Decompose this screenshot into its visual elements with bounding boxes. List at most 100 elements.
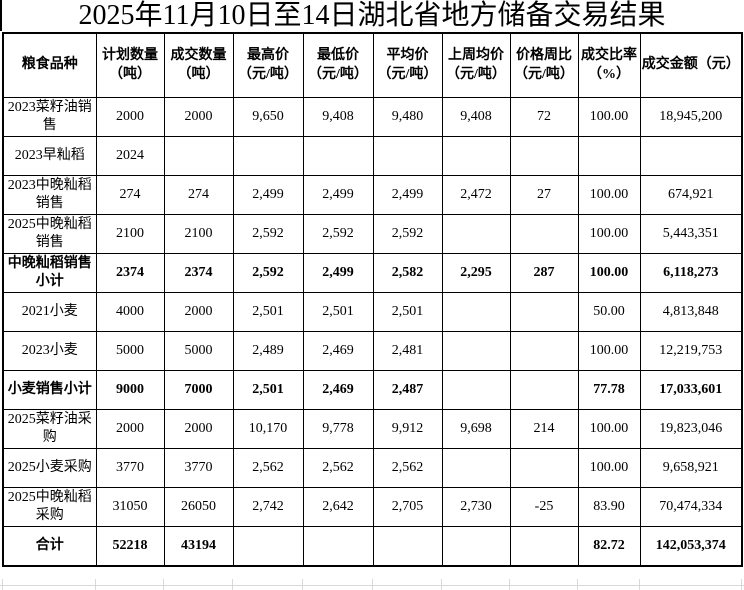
cell: 9,912 [372, 409, 443, 449]
cell: 12,219,753 [639, 331, 743, 371]
cell: 18,945,200 [639, 97, 743, 137]
cell: 2,592 [232, 214, 304, 254]
cell: 9,778 [302, 409, 374, 449]
header-row: 粮食品种 计划数量（吨） 成交数量（吨） 最高价（元/吨） 最低价（元/吨） 平… [2, 32, 743, 98]
cell [372, 526, 443, 566]
column-header-planned-qty: 计划数量（吨） [95, 32, 165, 98]
cell [639, 136, 743, 176]
trade-results-table: 粮食品种 计划数量（吨） 成交数量（吨） 最高价（元/吨） 最低价（元/吨） 平… [2, 32, 743, 567]
cell: 6,118,273 [639, 253, 743, 293]
cell: 2,499 [232, 175, 304, 215]
row-label: 2025菜籽油采购 [2, 409, 97, 449]
cell: 2,730 [441, 487, 511, 527]
column-header-lowest-price: 最低价（元/吨） [302, 32, 374, 98]
faint-gridline-vertical [441, 579, 442, 590]
row-label: 2023中晚籼稻销售 [2, 175, 97, 215]
spreadsheet-gridline-strip [0, 579, 744, 590]
cell: 2,501 [232, 370, 304, 410]
table-row: 2021小麦 4000 2000 2,501 2,501 2,501 50.00… [2, 292, 743, 332]
cell: 2,501 [372, 292, 443, 332]
cell: 4,813,848 [639, 292, 743, 332]
row-label: 2021小麦 [2, 292, 97, 332]
cell: 9,658,921 [639, 448, 743, 488]
cell: 2,562 [372, 448, 443, 488]
cell: 17,033,601 [639, 370, 743, 410]
row-label: 2025中晚籼稻采购 [2, 487, 97, 527]
cell: 2000 [95, 97, 165, 137]
cell: 10,170 [232, 409, 304, 449]
cell: 100.00 [577, 331, 641, 371]
cell [441, 526, 511, 566]
cell [441, 331, 511, 371]
cell: 2,501 [232, 292, 304, 332]
cell: 43194 [163, 526, 234, 566]
cell: 9,698 [441, 409, 511, 449]
table-row: 2025小麦采购 3770 3770 2,562 2,562 2,562 100… [2, 448, 743, 488]
cell: 27 [509, 175, 579, 215]
cell: 287 [509, 253, 579, 293]
cell: 2,592 [302, 214, 374, 254]
cell: 7000 [163, 370, 234, 410]
column-header-traded-qty: 成交数量（吨） [163, 32, 234, 98]
cell: 83.90 [577, 487, 641, 527]
row-label: 2025中晚籼稻销售 [2, 214, 97, 254]
table-row: 2023菜籽油销售 2000 2000 9,650 9,408 9,480 9,… [2, 97, 743, 137]
cell: 2,705 [372, 487, 443, 527]
cell: 77.78 [577, 370, 641, 410]
cell: 9000 [95, 370, 165, 410]
cell: 2024 [95, 136, 165, 176]
faint-gridline-vertical [741, 579, 742, 590]
cell: 2000 [95, 409, 165, 449]
cell [577, 136, 641, 176]
cell [163, 136, 234, 176]
cell: 214 [509, 409, 579, 449]
page-title: 2025年11月10日至14日湖北省地方储备交易结果 [78, 0, 666, 31]
column-header-grain-variety: 粮食品种 [2, 32, 97, 98]
column-header-price-wow-change: 价格周比（元/吨） [509, 32, 579, 98]
cell: 2100 [163, 214, 234, 254]
cell: 2374 [163, 253, 234, 293]
table-row: 2025中晚籼稻采购 31050 26050 2,742 2,642 2,705… [2, 487, 743, 527]
cell: 274 [95, 175, 165, 215]
cell: 5000 [95, 331, 165, 371]
cell: 2,487 [372, 370, 443, 410]
cell: 100.00 [577, 448, 641, 488]
cell: 5,443,351 [639, 214, 743, 254]
cell: 2100 [95, 214, 165, 254]
cell: -25 [509, 487, 579, 527]
cell: 26050 [163, 487, 234, 527]
cell: 2000 [163, 97, 234, 137]
cell: 2,501 [302, 292, 374, 332]
title-cell-left-border [0, 0, 2, 31]
faint-gridline-vertical [95, 579, 96, 590]
cell [232, 136, 304, 176]
row-label: 2023菜籽油销售 [2, 97, 97, 137]
cell [441, 292, 511, 332]
table-row: 2025中晚籼稻销售 2100 2100 2,592 2,592 2,592 1… [2, 214, 743, 254]
cell: 52218 [95, 526, 165, 566]
cell: 5000 [163, 331, 234, 371]
cell: 100.00 [577, 175, 641, 215]
cell [509, 292, 579, 332]
cell: 2,499 [372, 175, 443, 215]
column-header-lastweek-avg-price: 上周均价（元/吨） [441, 32, 511, 98]
table-row-subtotal-rice-sales: 中晚籼稻销售小计 2374 2374 2,592 2,499 2,582 2,2… [2, 253, 743, 293]
cell: 2,469 [302, 370, 374, 410]
faint-gridline-vertical [302, 579, 303, 590]
faint-gridline-vertical [577, 579, 578, 590]
cell [302, 136, 374, 176]
cell [441, 448, 511, 488]
cell: 100.00 [577, 253, 641, 293]
cell: 9,650 [232, 97, 304, 137]
cell: 2,582 [372, 253, 443, 293]
cell: 100.00 [577, 409, 641, 449]
table-row-subtotal-wheat-sales: 小麦销售小计 9000 7000 2,501 2,469 2,487 77.78… [2, 370, 743, 410]
cell: 72 [509, 97, 579, 137]
row-label: 小麦销售小计 [2, 370, 97, 410]
cell: 9,480 [372, 97, 443, 137]
column-header-trade-amount: 成交金额（元） [639, 32, 743, 98]
cell: 9,408 [441, 97, 511, 137]
faint-gridline-vertical [509, 579, 510, 590]
cell [509, 526, 579, 566]
